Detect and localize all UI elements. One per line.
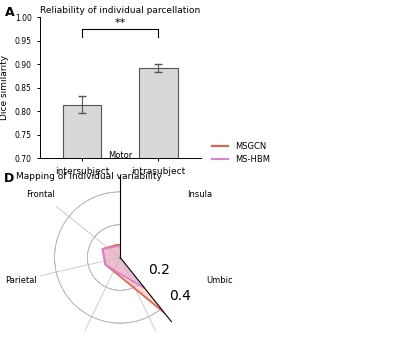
Text: D: D [4,172,14,185]
Text: Reliability of individual parcellation: Reliability of individual parcellation [40,6,200,15]
Bar [140,68,178,344]
Legend: MSGCN, MS-HBM: MSGCN, MS-HBM [209,138,273,167]
Text: Mapping of individual variability: Mapping of individual variability [16,172,162,181]
Bar [63,105,101,344]
Polygon shape [103,245,182,313]
Text: A: A [5,6,14,19]
Polygon shape [103,246,153,288]
Text: **: ** [115,19,126,29]
Y-axis label: Dice similarity: Dice similarity [0,55,9,120]
